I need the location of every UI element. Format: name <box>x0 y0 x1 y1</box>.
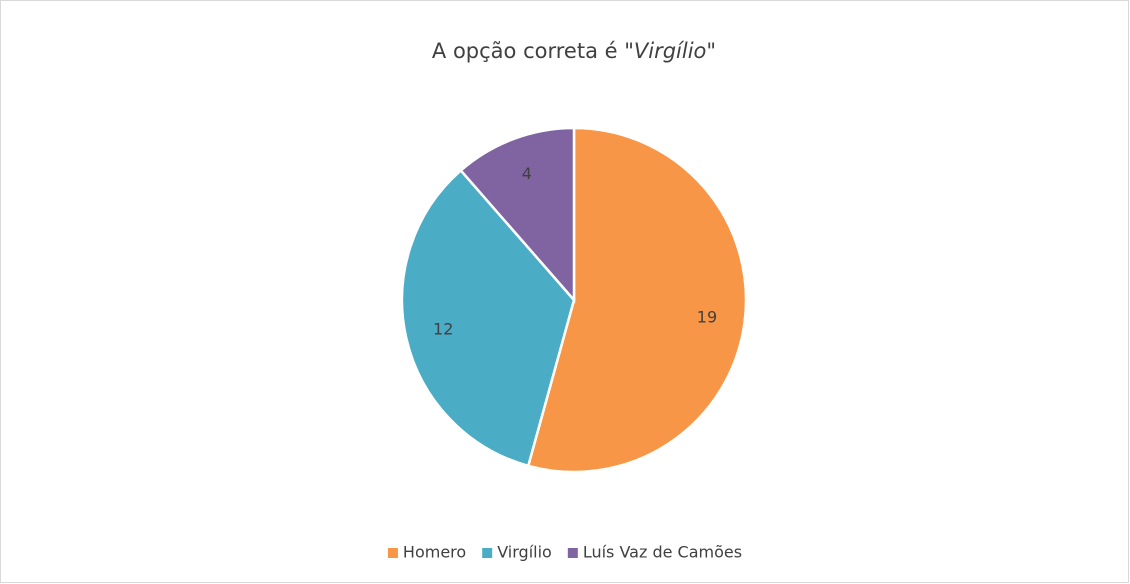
data-label: 12 <box>433 319 453 338</box>
legend-swatch <box>567 548 578 558</box>
legend-swatch <box>387 548 398 558</box>
legend-label: Luís Vaz de Camões <box>583 543 742 562</box>
chart-title: A opção correta é "Virgílio" <box>432 39 716 63</box>
title-part: A opção correta é " <box>432 39 634 63</box>
legend: Homero Virgílio Luís Vaz de Camões <box>387 543 742 562</box>
title-part: Virgílio <box>634 39 707 63</box>
data-label: 4 <box>522 164 532 183</box>
pie-slice <box>459 126 576 304</box>
legend-label: Virgílio <box>497 543 552 562</box>
legend-label: Homero <box>403 543 466 562</box>
title-part: " <box>706 39 716 63</box>
legend-swatch <box>482 548 493 558</box>
pie-slice <box>526 126 748 474</box>
pie-slice <box>400 168 576 468</box>
data-label: 19 <box>697 308 717 327</box>
